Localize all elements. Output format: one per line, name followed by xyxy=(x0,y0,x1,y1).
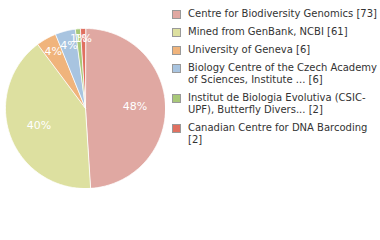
html-text:University of Geneva [6]: University of Geneva [6] xyxy=(188,44,311,55)
svg-text:1%: 1% xyxy=(75,32,92,45)
html-text:Biology Centre of the Czech Ac: Biology Centre of the Czech Academy of S… xyxy=(188,62,377,85)
html-text:Canadian Centre for DNA Barcod: Canadian Centre for DNA Barcoding [2] xyxy=(188,122,368,145)
svg-text:48%: 48% xyxy=(123,100,147,113)
svg-text:40%: 40% xyxy=(27,119,51,132)
html-text:Centre for Biodiversity Genomi: Centre for Biodiversity Genomics [73] xyxy=(188,8,377,19)
html-text:Mined from GenBank, NCBI [61]: Mined from GenBank, NCBI [61] xyxy=(188,26,348,37)
html-text:4%4%: 4%4% xyxy=(44,38,78,58)
html-text:Institut de Biologia Evolutiva: Institut de Biologia Evolutiva (CSIC-UPF… xyxy=(188,92,366,115)
